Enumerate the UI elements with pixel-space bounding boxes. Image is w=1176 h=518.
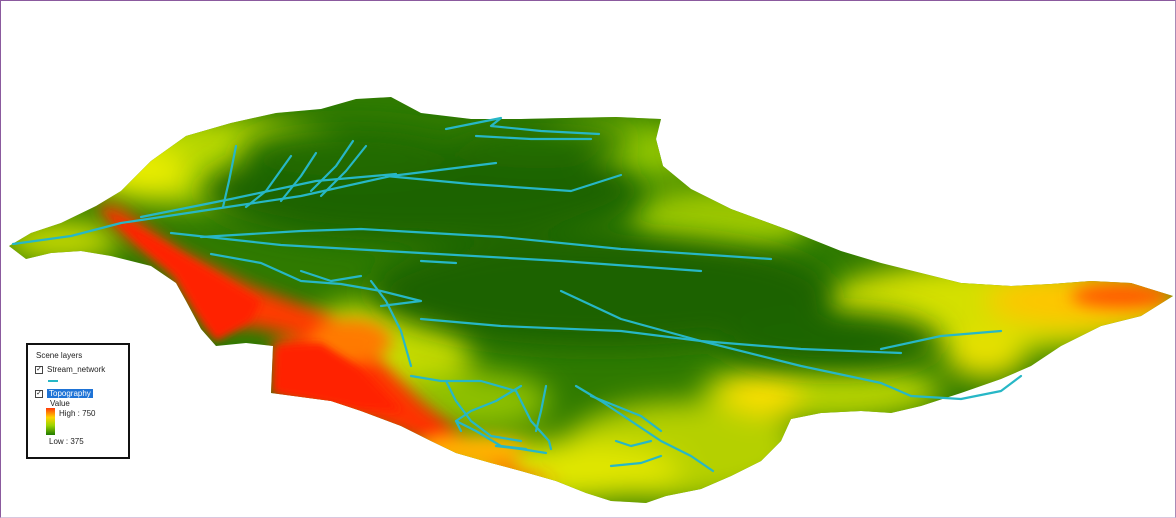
layer-topography[interactable]: ✓ Topography <box>35 389 93 398</box>
stream-network-checkbox[interactable]: ✓ <box>35 365 43 374</box>
stream-line-swatch <box>48 380 58 382</box>
legend-title: Scene layers <box>36 351 83 360</box>
topography-checkbox[interactable]: ✓ <box>35 389 43 398</box>
elevation-color-ramp <box>46 408 55 435</box>
layer-stream-network[interactable]: ✓ Stream_network <box>35 365 105 374</box>
stream-network-lines <box>11 116 1023 473</box>
low-value-label: Low : 375 <box>49 437 84 446</box>
topography-surface <box>9 97 1173 503</box>
topography-label: Topography <box>47 389 93 398</box>
scene-layers-legend: Scene layers ✓ Stream_network ✓ Topograp… <box>26 343 130 459</box>
value-field-label: Value <box>50 399 70 408</box>
stream-network-label: Stream_network <box>47 365 106 374</box>
high-value-label: High : 750 <box>59 409 96 418</box>
